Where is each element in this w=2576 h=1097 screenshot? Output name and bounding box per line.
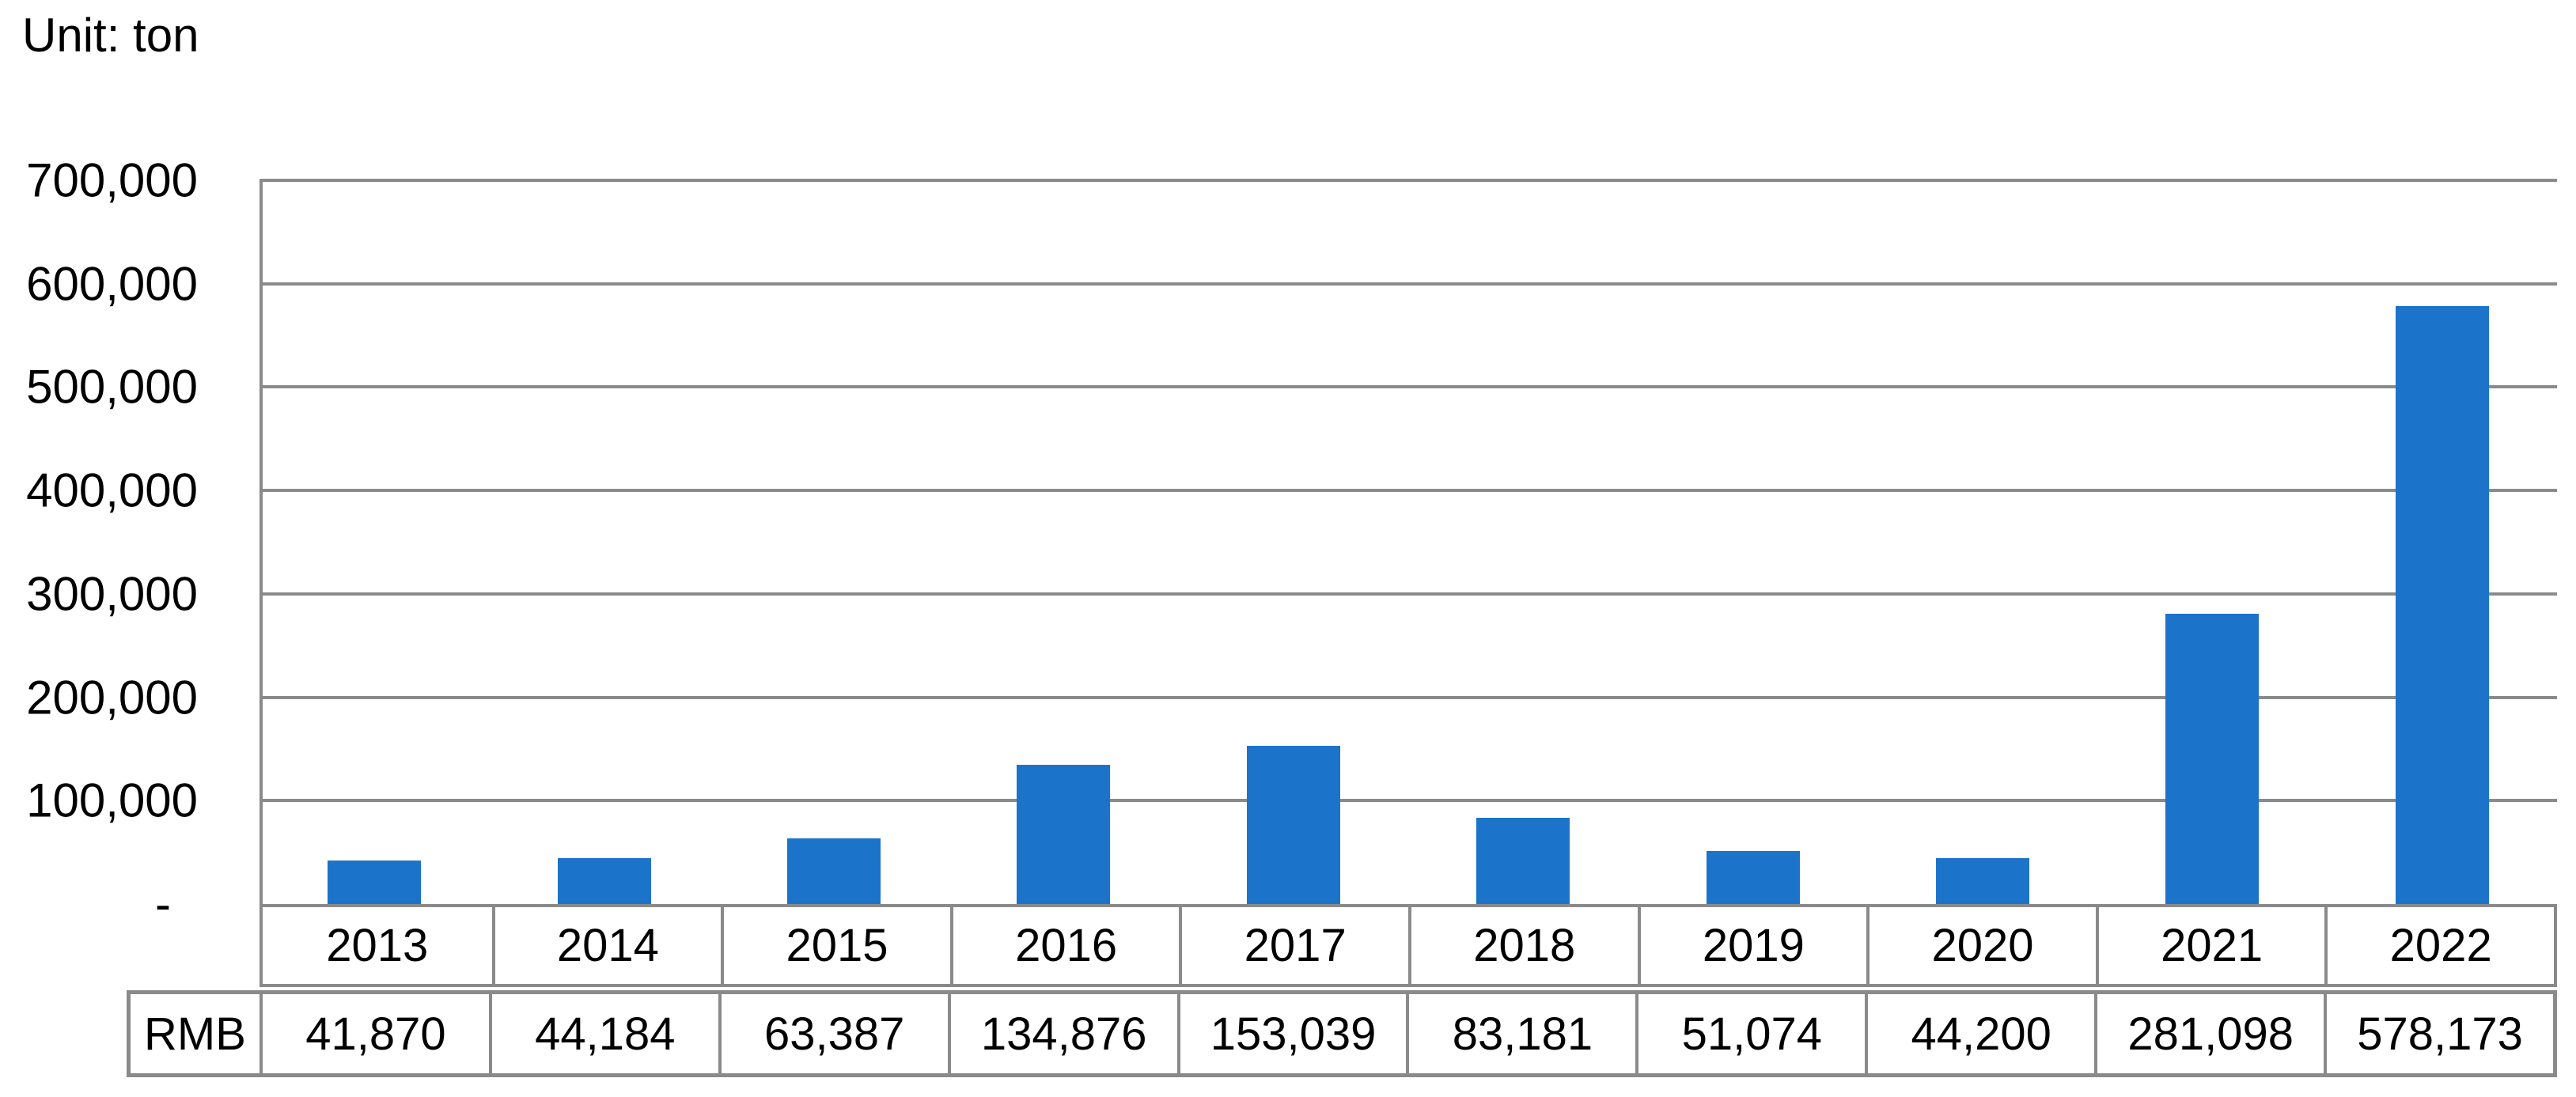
value-2017: 153,039 xyxy=(1176,994,1407,1073)
unit-label: Unit: ton xyxy=(22,9,199,62)
bar-2020 xyxy=(1936,858,2029,904)
value-2022: 578,173 xyxy=(2324,994,2553,1073)
gridline xyxy=(259,799,2557,803)
value-2016: 134,876 xyxy=(947,994,1177,1073)
category-label-2019: 2019 xyxy=(1637,907,1867,984)
y-tick-label: - xyxy=(155,877,171,931)
value-2013: 41,870 xyxy=(259,994,489,1073)
y-axis: 700,000 600,000 500,000 400,000 300,000 200,0… xyxy=(0,154,198,931)
value-2015: 63,387 xyxy=(718,994,948,1073)
x-axis-category-row: 2013 2014 2015 2016 2017 2018 2019 2020 2021 2022 xyxy=(259,904,2557,987)
category-label-2015: 2015 xyxy=(721,907,950,984)
y-tick-label: 500,000 xyxy=(26,360,198,414)
category-label-2021: 2021 xyxy=(2095,907,2325,984)
value-2020: 44,200 xyxy=(1865,994,2094,1073)
value-2021: 281,098 xyxy=(2094,994,2324,1073)
bar-2017 xyxy=(1246,745,1340,904)
gridline xyxy=(259,385,2557,389)
category-label-2020: 2020 xyxy=(1866,907,2096,984)
y-tick-label: 400,000 xyxy=(26,463,198,517)
y-tick-label: 200,000 xyxy=(26,671,198,724)
value-2014: 44,184 xyxy=(488,994,718,1073)
gridline xyxy=(259,489,2557,493)
category-label-2013: 2013 xyxy=(326,920,429,971)
bar-2022 xyxy=(2395,306,2489,904)
bar-2018 xyxy=(1476,818,1570,904)
y-axis-line xyxy=(259,180,263,904)
series-name-cell: RMB xyxy=(144,1008,246,1060)
y-tick-label: 300,000 xyxy=(26,567,198,621)
data-table-row: RMB 41,870 44,184 63,387 134,876 153,039 83,1… xyxy=(127,990,2557,1077)
y-tick-label: 100,000 xyxy=(26,774,198,827)
gridline xyxy=(259,592,2557,596)
category-label-2014: 2014 xyxy=(491,907,722,984)
bar-2021 xyxy=(2165,613,2260,904)
value-2019: 51,074 xyxy=(1635,994,1865,1073)
value-2018: 83,181 xyxy=(1406,994,1635,1073)
y-tick-label: 700,000 xyxy=(26,153,198,207)
gridline xyxy=(259,179,2557,182)
bar-2015 xyxy=(787,838,881,904)
bar-2019 xyxy=(1706,851,1800,904)
bar-2014 xyxy=(557,858,651,904)
category-label-2018: 2018 xyxy=(1408,907,1638,984)
bar-2016 xyxy=(1017,764,1111,904)
category-label-2016: 2016 xyxy=(949,907,1180,984)
gridline xyxy=(259,282,2557,286)
y-tick-label: 600,000 xyxy=(26,257,198,311)
category-label-2022: 2022 xyxy=(2324,907,2554,984)
bar-2013 xyxy=(328,861,422,904)
category-label-2017: 2017 xyxy=(1179,907,1408,984)
plot-area xyxy=(259,179,2557,904)
gridline xyxy=(259,695,2557,699)
